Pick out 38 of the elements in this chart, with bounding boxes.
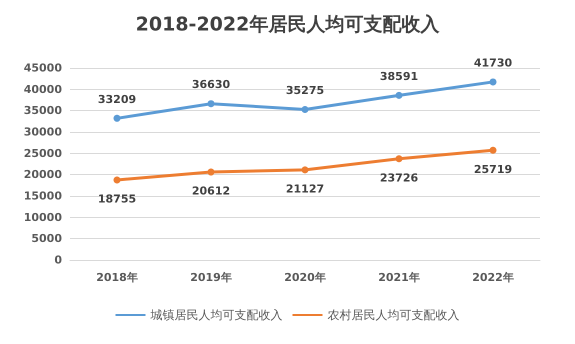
- y-tick-label: 0: [54, 254, 62, 266]
- y-tick-label: 15000: [24, 190, 62, 202]
- legend-label: 城镇居民人均可支配收入: [150, 308, 282, 322]
- data-label: 35275: [286, 84, 324, 97]
- point: [114, 176, 120, 184]
- data-label: 21127: [286, 182, 324, 196]
- y-tick-label: 5000: [31, 232, 62, 246]
- x-tick-label: 2019年: [190, 271, 232, 284]
- x-tick-label: 2021年: [378, 271, 420, 284]
- y-tick-label: 45000: [24, 62, 62, 74]
- point: [114, 114, 120, 122]
- x-tick-label: 2020年: [284, 271, 326, 284]
- point: [396, 155, 402, 162]
- data-label: 33209: [98, 92, 136, 106]
- point: [396, 92, 402, 99]
- data-label: 23726: [380, 171, 418, 184]
- legend-label: 农村居民人均可支配收入: [328, 308, 460, 322]
- data-label: 41730: [474, 56, 512, 70]
- point: [490, 78, 496, 86]
- y-tick-label: 35000: [24, 104, 62, 118]
- y-tick-label: 20000: [24, 168, 62, 182]
- point: [490, 146, 496, 154]
- y-tick-label: 30000: [24, 126, 62, 138]
- point: [208, 100, 214, 108]
- x-tick-label: 2022年: [472, 271, 514, 284]
- point: [208, 168, 214, 176]
- data-label: 20612: [192, 184, 230, 198]
- point: [302, 166, 308, 174]
- x-tick-label: 2018年: [96, 271, 138, 284]
- data-label: 18755: [98, 192, 136, 206]
- data-label: 25719: [474, 162, 512, 176]
- data-label: 38591: [380, 70, 418, 83]
- y-tick-label: 40000: [24, 82, 62, 96]
- point: [302, 106, 308, 113]
- y-tick-label: 10000: [24, 210, 62, 224]
- chart-title: 2018-2022年居民人均可支配收入: [136, 14, 440, 36]
- data-label: 36630: [192, 78, 230, 92]
- y-tick-label: 25000: [24, 146, 62, 160]
